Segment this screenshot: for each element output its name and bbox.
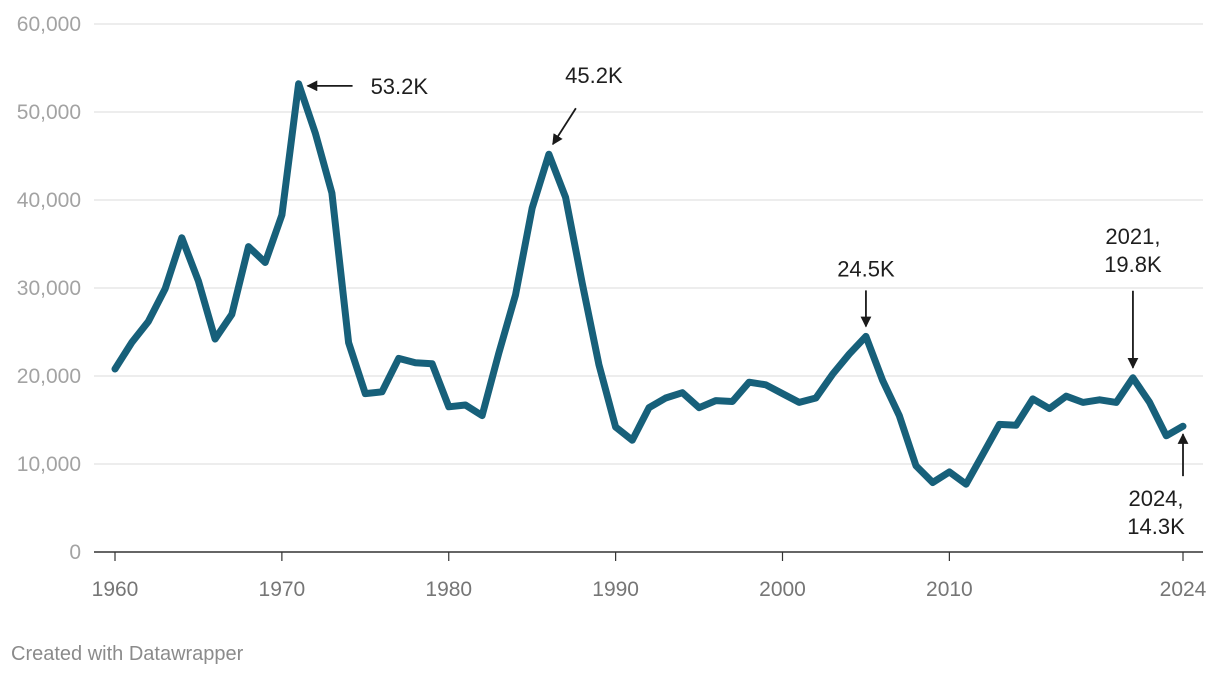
data-point [846, 351, 853, 358]
y-tick-label: 50,000 [17, 101, 81, 124]
data-point [145, 318, 152, 325]
data-point [445, 403, 452, 410]
annotation-label: 53.2K [371, 74, 429, 99]
data-point [178, 234, 185, 241]
data-point [1163, 432, 1170, 439]
data-point [696, 404, 703, 411]
data-point [629, 437, 636, 444]
series-line [111, 80, 1187, 488]
data-point [579, 280, 586, 287]
x-tick-label: 2024 [1160, 578, 1207, 601]
gridlines [94, 23, 1203, 465]
y-axis: 0 10,000 20,000 30,000 40,000 50,000 60,000 [17, 13, 81, 564]
data-point [812, 395, 819, 402]
data-point [996, 421, 1003, 428]
data-point [479, 412, 486, 419]
x-tick-label: 2010 [926, 578, 973, 601]
data-point [779, 390, 786, 397]
line-chart: 0 10,000 20,000 30,000 40,000 50,000 60,000 19… [17, 13, 1207, 601]
data-point [112, 365, 119, 372]
data-point [896, 412, 903, 419]
data-point [1029, 395, 1036, 402]
data-point [345, 339, 352, 346]
data-point [712, 397, 719, 404]
annotations: 53.2K 45.2K 24.5K 2021, 19.8K 2024, 14.3K [306, 63, 1189, 539]
y-tick-label: 60,000 [17, 13, 81, 36]
data-point [1180, 423, 1187, 430]
data-point [1079, 399, 1086, 406]
data-point [1063, 393, 1070, 400]
data-point [796, 399, 803, 406]
data-point [595, 361, 602, 368]
series [111, 80, 1187, 488]
x-tick-label: 1980 [425, 578, 472, 601]
data-point [195, 277, 202, 284]
data-point [762, 381, 769, 388]
data-point [429, 360, 436, 367]
data-point [729, 398, 736, 405]
y-tick-label: 10,000 [17, 453, 81, 476]
data-point [379, 388, 386, 395]
data-point [646, 404, 653, 411]
data-point [529, 204, 536, 211]
data-point [412, 359, 419, 366]
data-point [1013, 422, 1020, 429]
x-tick-label: 1960 [92, 578, 139, 601]
data-point [212, 336, 219, 343]
y-tick-label: 0 [69, 541, 81, 564]
data-point [829, 371, 836, 378]
data-point [1129, 374, 1136, 381]
data-point [929, 479, 936, 486]
data-point [562, 194, 569, 201]
data-point [512, 292, 519, 299]
data-point [295, 80, 302, 87]
data-point [262, 259, 269, 266]
data-point [278, 211, 285, 218]
data-point [495, 350, 502, 357]
data-point [862, 333, 869, 340]
annotation-label: 2024, 14.3K [1127, 486, 1185, 539]
data-point [162, 285, 169, 292]
data-point [328, 189, 335, 196]
data-point [746, 379, 753, 386]
data-point [128, 339, 135, 346]
x-tick-label: 1970 [259, 578, 306, 601]
data-point [946, 468, 953, 475]
data-point [395, 355, 402, 362]
data-point [662, 395, 669, 402]
data-point [545, 151, 552, 158]
data-point [462, 402, 469, 409]
data-point [1113, 399, 1120, 406]
data-point [1146, 399, 1153, 406]
data-point [362, 390, 369, 397]
annotation-label: 45.2K [565, 63, 623, 88]
x-tick-label: 2000 [759, 578, 806, 601]
data-point [679, 389, 686, 396]
x-tick-label: 1990 [592, 578, 639, 601]
footer-credit: Created with Datawrapper [11, 643, 244, 665]
data-point [979, 451, 986, 458]
annotation-label: 24.5K [837, 256, 895, 281]
data-point [228, 311, 235, 318]
data-point [1046, 405, 1053, 412]
data-point [963, 481, 970, 488]
data-point [913, 462, 920, 469]
x-axis: 1960 1970 1980 1990 2000 2010 2024 [92, 551, 1207, 601]
data-point [1096, 396, 1103, 403]
data-point [612, 424, 619, 431]
data-point [245, 243, 252, 250]
annotation-arrow [552, 107, 577, 146]
y-tick-label: 40,000 [17, 189, 81, 212]
annotation-label: 2021, 19.8K [1104, 224, 1162, 277]
y-tick-label: 20,000 [17, 365, 81, 388]
data-point [879, 377, 886, 384]
y-tick-label: 30,000 [17, 277, 81, 300]
data-point [312, 130, 319, 137]
